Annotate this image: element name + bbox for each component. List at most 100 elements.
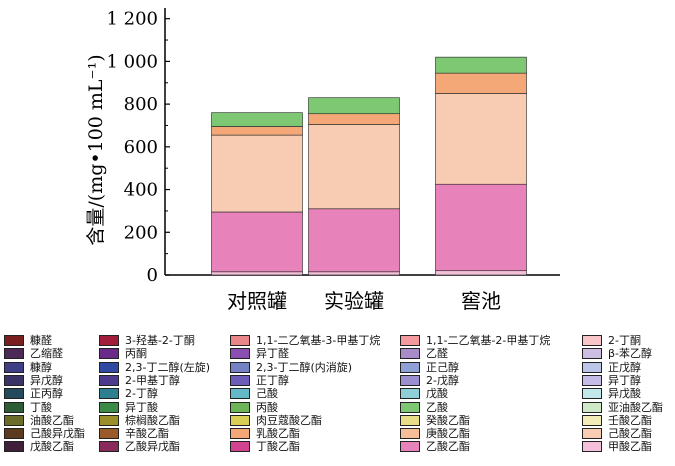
legend-swatch <box>582 388 602 400</box>
x-tick-label: 窖池 <box>461 289 501 313</box>
legend-item: 棕榈酸乙酯 <box>99 414 180 427</box>
legend-swatch <box>4 361 24 373</box>
legend-swatch <box>582 348 602 360</box>
legend-label: 壬酸乙酯 <box>608 413 652 427</box>
legend-swatch <box>230 361 250 373</box>
legend-swatch <box>4 414 24 426</box>
legend-label: 乙酸乙酯 <box>426 440 470 454</box>
legend-item: 壬酸乙酯 <box>582 414 652 427</box>
legend-label: 己酸 <box>256 387 278 401</box>
legend-item: 丙酮 <box>99 347 147 360</box>
legend-swatch <box>4 374 24 386</box>
plot-area: 0 200 400 600 800 1 000 1 200 对照罐 实验罐 窖池 <box>106 8 560 313</box>
legend-swatch <box>400 348 420 360</box>
legend-swatch <box>582 374 602 386</box>
legend-item: β-苯乙醇 <box>582 347 652 360</box>
legend-swatch <box>4 428 24 440</box>
legend-label: 异丁酸 <box>125 400 158 414</box>
legend-label: 正己醇 <box>426 360 459 374</box>
legend-item: 戊酸乙酯 <box>4 440 74 453</box>
legend-label: 乙醛 <box>426 347 448 361</box>
legend-label: 丙酸 <box>256 400 278 414</box>
legend-swatch <box>582 335 602 346</box>
legend-label: 正丙醇 <box>30 387 63 401</box>
bar-segment <box>435 183 527 272</box>
legend-item: 1,1-二乙氧基-2-甲基丁烷 <box>400 334 550 347</box>
legend-item: 亚油酸乙酯 <box>582 401 663 414</box>
legend-label: 2-甲基丁醇 <box>125 373 180 387</box>
legend-swatch <box>99 361 119 373</box>
legend-label: 3-羟基-2-丁酮 <box>125 334 195 347</box>
legend-item: 甲酸乙酯 <box>582 440 652 453</box>
legend-label: 丁酸乙酯 <box>256 440 300 454</box>
legend-item: 异丁醛 <box>230 347 289 360</box>
legend-item: 己酸异戊酯 <box>4 427 85 440</box>
legend-label: 甲酸乙酯 <box>608 440 652 454</box>
y-tick-label: 1 000 <box>106 51 158 72</box>
legend-label: 乙缩醛 <box>30 347 63 361</box>
legend-item: 丁酸乙酯 <box>230 440 300 453</box>
legend-label: 异戊醇 <box>30 373 63 387</box>
legend-item: 乙醛 <box>400 347 448 360</box>
bar-segment <box>308 208 400 273</box>
legend-item: 油酸乙酯 <box>4 414 74 427</box>
legend-item: 正丙醇 <box>4 387 63 400</box>
legend-item: 异戊醇 <box>4 374 63 387</box>
y-tick-label: 400 <box>124 180 158 201</box>
legend-swatch <box>230 335 250 346</box>
legend-swatch <box>582 428 602 440</box>
legend-label: 油酸乙酯 <box>30 413 74 427</box>
legend-label: 亚油酸乙酯 <box>608 400 663 414</box>
legend-swatch <box>99 374 119 386</box>
legend-swatch <box>400 335 420 346</box>
legend-swatch <box>99 401 119 413</box>
legend-item: 乙酸 <box>400 401 448 414</box>
bar-segment <box>308 124 400 210</box>
legend-item: 己酸乙酯 <box>582 427 652 440</box>
legend-item: 丁酸 <box>4 401 52 414</box>
bar-segment <box>435 72 527 94</box>
bar-segment <box>435 93 527 185</box>
legend-item: 丙酸 <box>230 401 278 414</box>
legend-item: 异戊酸 <box>582 387 641 400</box>
legend-swatch <box>230 441 250 453</box>
legend-item: 正丁醇 <box>230 374 289 387</box>
legend-item: 异丁醇 <box>582 374 641 387</box>
legend: 糠醛 3-羟基-2-丁酮 1,1-二乙氧基-3-甲基丁烷 1,1-二乙氧基-2-甲基丁… <box>0 333 675 466</box>
legend-item: 正己醇 <box>400 361 459 374</box>
legend-item: 庚酸乙酯 <box>400 427 470 440</box>
legend-item: 乙缩醛 <box>4 347 63 360</box>
legend-swatch <box>99 335 119 346</box>
legend-swatch <box>230 414 250 426</box>
legend-label: 乙酸异戊酯 <box>125 440 180 454</box>
legend-item: 戊酸 <box>400 387 448 400</box>
legend-swatch <box>582 401 602 413</box>
legend-item: 2-丁醇 <box>99 387 158 400</box>
bar-segment <box>308 113 400 125</box>
legend-label: 2,3-丁二醇(左旋) <box>125 360 211 374</box>
legend-swatch <box>4 388 24 400</box>
legend-swatch <box>99 441 119 453</box>
legend-swatch <box>4 335 24 346</box>
legend-item: 肉豆蔻酸乙酯 <box>230 414 322 427</box>
legend-swatch <box>400 374 420 386</box>
y-tick-label: 600 <box>124 137 158 158</box>
legend-label: 1,1-二乙氧基-2-甲基丁烷 <box>426 334 551 347</box>
legend-item: 乳酸乙酯 <box>230 427 300 440</box>
legend-label: 2-丁醇 <box>125 387 158 401</box>
legend-item: 正戊醇 <box>582 361 641 374</box>
x-tick-label: 实验罐 <box>324 289 384 313</box>
legend-swatch <box>4 401 24 413</box>
legend-swatch <box>400 388 420 400</box>
y-tick-label: 200 <box>124 222 158 243</box>
legend-label: 乳酸乙酯 <box>256 427 300 441</box>
legend-swatch <box>99 428 119 440</box>
legend-item: 乙酸异戊酯 <box>99 440 180 453</box>
legend-item: 1,1-二乙氧基-3-甲基丁烷 <box>230 334 380 347</box>
legend-label: 糠醛 <box>30 334 52 347</box>
legend-item: 乙酸乙酯 <box>400 440 470 453</box>
legend-swatch <box>400 441 420 453</box>
legend-item: 糠醇 <box>4 361 52 374</box>
bar-segment <box>211 271 303 276</box>
legend-swatch <box>230 388 250 400</box>
